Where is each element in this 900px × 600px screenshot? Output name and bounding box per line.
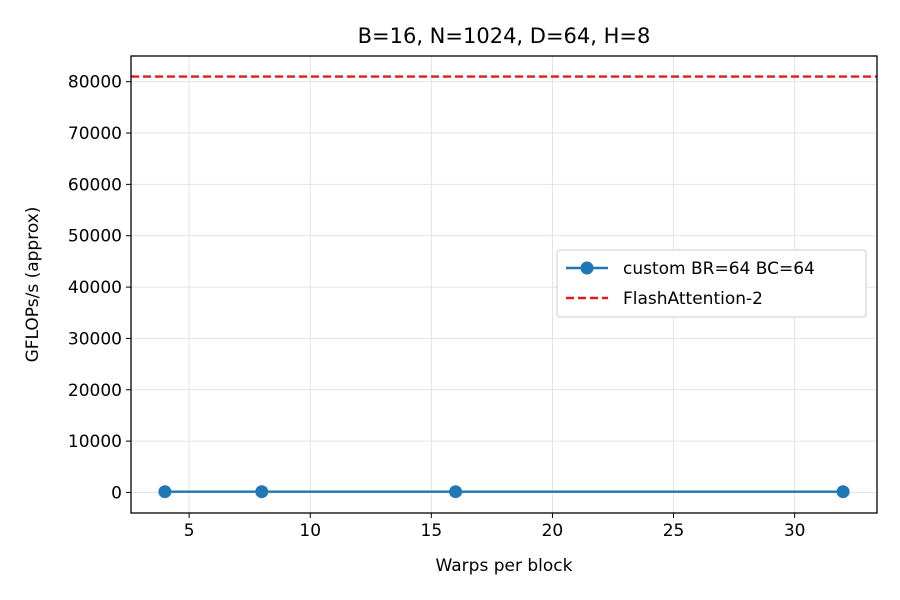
series-layer [158, 485, 850, 499]
data-point-marker [158, 485, 172, 499]
y-tick-label: 60000 [68, 175, 122, 195]
legend-label-flashattention: FlashAttention-2 [623, 289, 763, 309]
data-point-marker [255, 485, 269, 499]
x-tick-label: 20 [542, 521, 564, 541]
x-tick-label: 30 [784, 521, 806, 541]
x-axis: 5 10 15 20 25 30 [184, 513, 806, 541]
y-tick-label: 0 [111, 483, 122, 503]
y-tick-label: 20000 [68, 381, 122, 401]
plot-frame [130, 55, 878, 514]
chart-title: B=16, N=1024, D=64, H=8 [358, 24, 651, 48]
x-tick-label: 5 [184, 521, 195, 541]
legend-box [556, 249, 867, 318]
data-point-marker [836, 485, 850, 499]
y-tick-label: 70000 [68, 124, 122, 144]
y-tick-label: 40000 [68, 278, 122, 298]
y-tick-label: 80000 [68, 73, 122, 93]
x-tick-label: 10 [299, 521, 321, 541]
legend: custom BR=64 BC=64 FlashAttention-2 [556, 249, 867, 318]
y-axis: 0 10000 20000 30000 40000 50000 60000 70000 8000… [68, 73, 131, 503]
x-axis-label: Warps per block [436, 556, 573, 576]
x-tick-label: 15 [421, 521, 443, 541]
y-axis-label: GFLOPs/s (approx) [23, 207, 43, 363]
data-point-marker [449, 485, 463, 499]
y-tick-label: 30000 [68, 329, 122, 349]
x-tick-label: 25 [663, 521, 685, 541]
legend-label-custom: custom BR=64 BC=64 [623, 259, 815, 279]
legend-swatch-custom-marker [580, 261, 594, 275]
y-tick-label: 10000 [68, 432, 122, 452]
y-tick-label: 50000 [68, 227, 122, 247]
